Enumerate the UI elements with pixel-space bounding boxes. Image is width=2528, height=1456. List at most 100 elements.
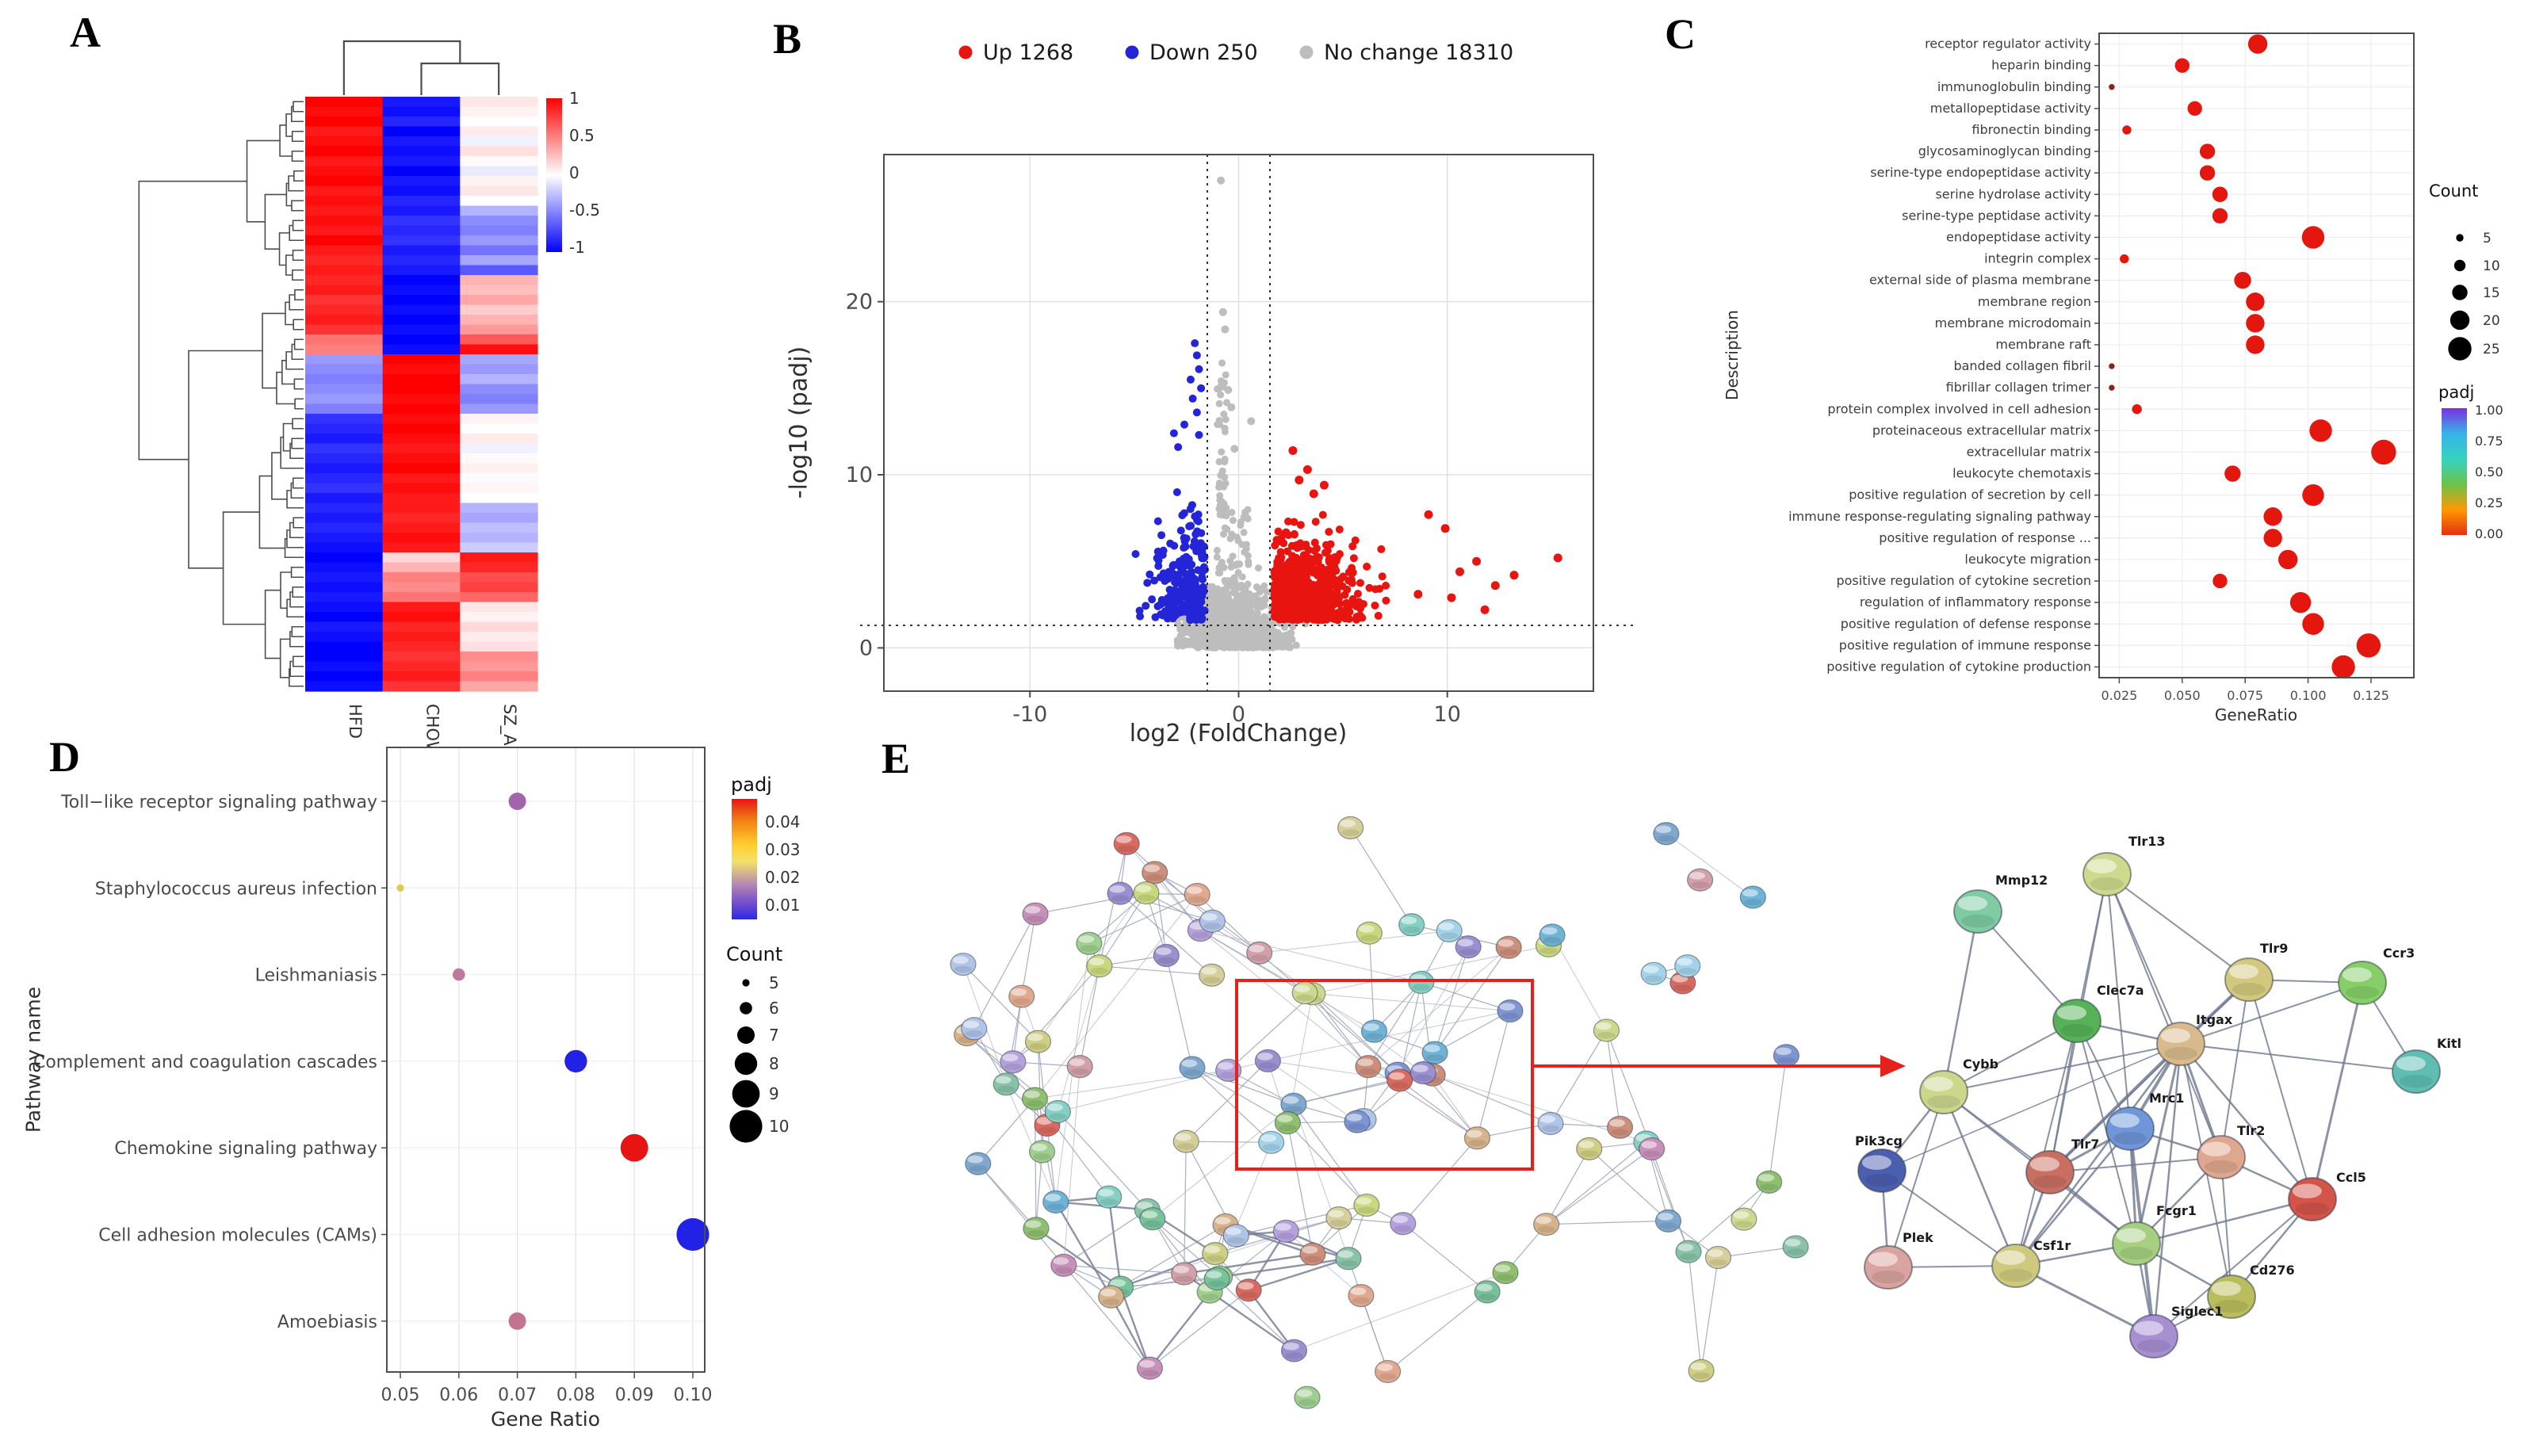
legend-label: No change 18310 (1324, 40, 1513, 65)
kegg-dot (676, 1217, 709, 1252)
gene-node-label: Fcgr1 (2156, 1203, 2197, 1218)
x-tick-label: -10 (1012, 702, 1047, 727)
x-tick-label: 0.07 (498, 1385, 537, 1405)
go-term-label: metallopeptidase activity (1930, 101, 2091, 116)
count-legend-dot (737, 1026, 755, 1044)
kegg-axis-ticks: 0.05 0.06 0.07 0.08 0.09 0.10 (381, 1372, 713, 1405)
kegg-count-legend: Count 5 6 7 8 9 10 (726, 943, 789, 1143)
go-term-dot (2356, 633, 2381, 658)
go-term-dot (2199, 165, 2216, 181)
volcano-axis-ticks: -10 0 10 0 10 20 (846, 290, 1461, 727)
padj-legend-title: padj (2438, 383, 2474, 402)
go-term-label: protein complex involved in cell adhesio… (1827, 401, 2091, 416)
volcano-y-axis-title: -log10 (padj) (785, 346, 813, 499)
y-tick-label: 20 (846, 290, 873, 315)
gene-node-Itgax: Itgax (2156, 1012, 2233, 1066)
heatmap-column-label: HFD (346, 704, 365, 739)
gene-node-label: Tlr2 (2237, 1123, 2265, 1138)
count-legend-dot (2450, 310, 2470, 331)
go-term-dot (2224, 465, 2241, 482)
go-term-label: positive regulation of cytokine secretio… (1836, 573, 2091, 588)
gene-node-Ccr3: Ccr3 (2338, 946, 2415, 1005)
panel-c-letter: C (1665, 10, 1696, 58)
pathway-label: Amoebiasis (277, 1313, 377, 1332)
y-tick-label: 10 (846, 463, 873, 487)
gene-node-label: Tlr9 (2260, 941, 2288, 956)
go-term-label: proteinaceous extracellular matrix (1872, 422, 2091, 438)
gene-node-Cybb: Cybb (1919, 1057, 1998, 1114)
gene-node-label: Csf1r (2033, 1238, 2071, 1253)
row-dendrogram (138, 101, 304, 687)
x-tick-label: 0.10 (674, 1385, 713, 1405)
go-count-legend: Count 5 10 15 20 25 (2429, 182, 2500, 361)
go-dotplot-y-axis-title: Description (1723, 310, 1742, 400)
kegg-dot (453, 968, 465, 981)
zoom-arrow (1534, 1055, 1906, 1077)
pathway-label: Leishmaniasis (255, 966, 377, 986)
legend-dot (1299, 45, 1314, 59)
count-legend-dot (729, 1110, 763, 1143)
legend-label: Up 1268 (983, 40, 1073, 65)
count-legend-value: 9 (769, 1084, 779, 1103)
padj-tick-label: 0.02 (765, 868, 801, 887)
gene-node-label: Cd276 (2250, 1263, 2295, 1278)
go-dotplot-x-axis-title: GeneRatio (2214, 705, 2298, 724)
go-term-label: integrin complex (1984, 251, 2091, 266)
gene-node-label: Mmp12 (1995, 873, 2048, 888)
count-legend-value: 8 (769, 1054, 779, 1073)
go-term-label: positive regulation of response ... (1879, 530, 2091, 545)
count-legend-value: 10 (769, 1117, 789, 1136)
network-zoom-rect (1235, 979, 1534, 1171)
count-legend-value: 7 (769, 1026, 779, 1045)
padj-legend-title: padj (731, 774, 772, 796)
panel-b-letter: B (773, 15, 802, 63)
legend-dot (958, 45, 973, 59)
gene-node-Tlr7: Tlr7 (2025, 1137, 2099, 1194)
go-term-label: regulation of inflammatory response (1860, 594, 2091, 610)
x-tick-label: 0.100 (2290, 688, 2327, 703)
padj-tick-label: 0.01 (765, 896, 801, 915)
gene-node-Csf1r: Csf1r (1991, 1238, 2071, 1288)
network-nodes (950, 816, 1809, 1409)
go-axis-ticks: 0.025 0.050 0.075 0.100 0.125 (2102, 678, 2389, 703)
panel-e-letter: E (882, 735, 911, 782)
padj-colorbar (732, 799, 757, 919)
gene-node-label: Siglec1 (2171, 1304, 2223, 1319)
go-term-dot (2331, 655, 2355, 679)
go-term-dot (2132, 404, 2142, 415)
padj-tick-label: 0.00 (2475, 526, 2503, 541)
go-term-dot (2278, 549, 2298, 570)
go-term-label: receptor regulator activity (1925, 36, 2091, 52)
count-legend-value: 15 (2483, 285, 2500, 301)
panel-d-kegg-dotplot: Toll−like receptor signaling pathway Stap… (33, 747, 801, 1405)
panel-e-string-network: Mmp12 Tlr13 Tlr9 Ccr3 Kitl Clec7a Itgax Cybb Mrc… (950, 816, 2461, 1409)
go-term-dot (2109, 384, 2115, 391)
count-legend-value: 5 (769, 973, 779, 992)
go-term-dot (2247, 34, 2268, 54)
go-term-dot (2263, 529, 2282, 548)
go-term-dot (2309, 419, 2332, 442)
count-legend-dot (740, 1002, 752, 1015)
heatmap-column-label: SZ_A (499, 704, 519, 746)
legend-label: Down 250 (1149, 40, 1258, 65)
go-term-label: membrane region (1978, 294, 2091, 309)
gene-node-Pik3cg: Pik3cg (1855, 1133, 1907, 1193)
count-legend-dot (2452, 285, 2468, 300)
kegg-grid (387, 747, 705, 1372)
go-term-dot (2174, 58, 2190, 73)
volcano-points-up (1270, 445, 1562, 625)
go-term-label: fibrillar collagen trimer (1946, 380, 2092, 395)
gene-node-label: Kitl (2437, 1036, 2461, 1051)
kegg-dotplot-y-axis-title: Pathway name (21, 986, 45, 1133)
legend-dot (1125, 45, 1139, 59)
panel-c-go-dotplot: receptor regulator activity heparin bindi… (1788, 32, 2503, 703)
count-legend-dot (734, 1052, 758, 1076)
colorbar-tick: -0.5 (569, 201, 600, 220)
padj-tick-label: 0.25 (2475, 495, 2503, 510)
go-term-dot (2246, 292, 2265, 311)
gene-node-label: Mrc1 (2149, 1091, 2184, 1106)
go-term-label: positive regulation of immune response (1839, 637, 2091, 652)
go-term-label: leukocyte chemotaxis (1952, 466, 2091, 481)
